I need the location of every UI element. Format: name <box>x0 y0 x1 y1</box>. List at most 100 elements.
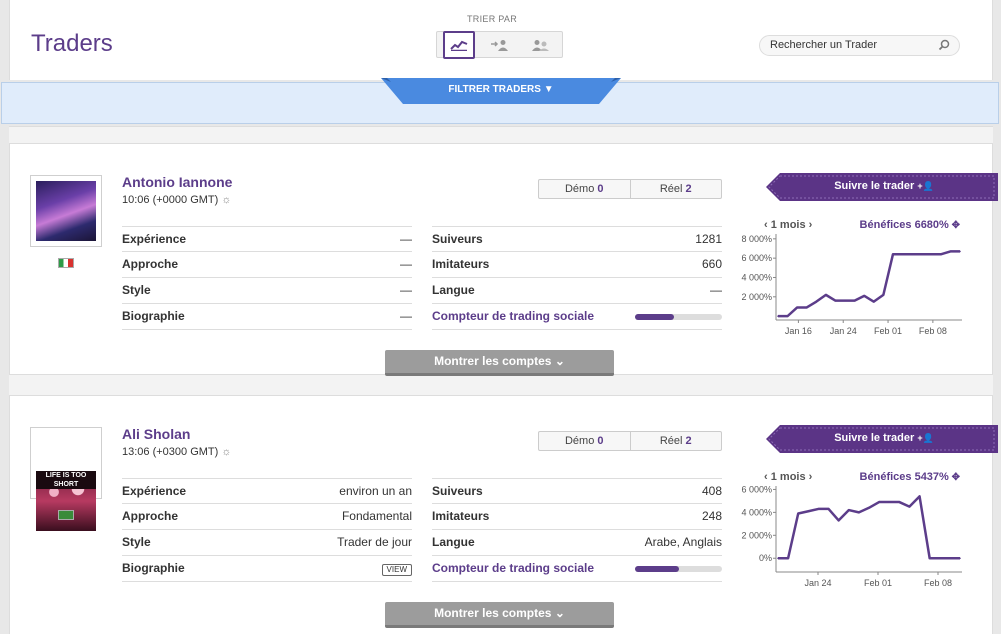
profit-point <box>911 253 913 256</box>
profit-point <box>930 253 933 256</box>
real-count[interactable]: Réel 2 <box>659 183 692 195</box>
social-counter-link[interactable]: Compteur de trading sociale <box>432 561 595 575</box>
view-bio-button[interactable]: VIEW <box>381 556 412 581</box>
approach-row: Approche Fondamental <box>122 504 412 530</box>
accounts-summary: Démo 0 Réel 2 <box>538 179 722 199</box>
sort-by-copiers-button[interactable] <box>524 31 556 59</box>
filter-tab[interactable] <box>381 78 621 104</box>
profit-point <box>825 294 827 296</box>
sort-by-performance-button[interactable] <box>443 31 475 59</box>
follow-label: Suivre le trader <box>834 180 918 192</box>
saudi-flag <box>58 510 74 520</box>
copiers-icon <box>532 40 549 51</box>
sun-icon: ☼ <box>218 446 232 458</box>
experience-row: Expérience — <box>122 226 412 252</box>
period-label: 1 mois <box>770 219 806 231</box>
profit-point <box>805 306 808 309</box>
time-text: 10:06 (+0000 GMT) <box>122 194 219 206</box>
follow-trader-button[interactable] <box>766 425 998 453</box>
avatar-caption: LIFE IS TOO SHORT <box>36 471 96 489</box>
row-value: Arabe, Anglais <box>644 535 722 549</box>
style-row: Style Trader de jour <box>122 530 412 556</box>
search-placeholder: Rechercher un Trader <box>770 39 877 51</box>
follow-button-label-wrap[interactable]: Suivre le trader +👤 <box>770 180 998 192</box>
profit-point <box>777 315 779 317</box>
x-tick-label: Feb 01 <box>864 578 892 588</box>
row-label: Expérience <box>122 484 187 498</box>
trader-name[interactable]: Antonio Iannone <box>122 174 233 190</box>
demo-count[interactable]: Démo 0 <box>539 180 631 198</box>
row-label: Biographie <box>122 309 185 323</box>
sun-icon: ☼ <box>218 194 232 206</box>
profit-point <box>844 299 846 302</box>
profit-point <box>858 511 860 514</box>
bio-row: Biographie VIEW <box>122 556 412 582</box>
x-tick-label: Jan 24 <box>804 578 831 588</box>
chevron-left-icon[interactable]: ‹ <box>764 471 771 483</box>
chevron-right-icon[interactable]: › <box>805 219 813 231</box>
demo-count[interactable]: Démo 0 <box>539 432 631 450</box>
profit-point <box>938 557 941 560</box>
page-title: Traders <box>31 30 113 57</box>
row-label: Style <box>122 283 151 297</box>
social-counter-link[interactable]: Compteur de trading sociale <box>432 309 595 323</box>
followers-icon <box>491 40 508 51</box>
profit-point <box>878 501 880 503</box>
funnel-icon: ▼ <box>543 84 554 95</box>
profit-point <box>892 253 894 256</box>
copiers-row: Imitateurs 248 <box>432 504 722 530</box>
follow-button-label-wrap[interactable]: Suivre le trader +👤 <box>770 432 998 444</box>
expand-icon[interactable]: ✥ <box>948 220 960 231</box>
y-tick-label: 6 000% <box>741 253 772 263</box>
time-text: 13:06 (+0300 GMT) <box>122 446 219 458</box>
profit-chart: 0% 2 000% 4 000% 6 000% Jan 24 Feb 01 Feb 08 <box>741 486 962 588</box>
row-label: Imitateurs <box>432 509 490 523</box>
sort-by-followers-button[interactable] <box>484 31 516 59</box>
profit-point <box>797 512 800 515</box>
profit-point <box>888 501 891 503</box>
profit-label[interactable]: Bénéfices 6680% ✥ <box>860 219 960 231</box>
show-accounts-button[interactable]: Montrer les comptes ⌄ <box>385 602 614 628</box>
profit-point <box>815 300 818 303</box>
follow-trader-button[interactable] <box>766 173 998 201</box>
profit-point <box>898 501 901 503</box>
social-progress-bar <box>635 566 722 572</box>
chevron-right-icon[interactable]: › <box>805 471 813 483</box>
x-tick-label: Feb 08 <box>924 578 952 588</box>
y-tick-label: 2 000% <box>741 292 772 302</box>
profit-point <box>918 495 921 498</box>
profit-label[interactable]: Bénéfices 5437% ✥ <box>860 471 960 483</box>
chevron-left-icon[interactable]: ‹ <box>764 219 771 231</box>
profit-value: Bénéfices 5437% <box>859 471 949 483</box>
row-value: 660 <box>701 257 722 271</box>
row-label: Approche <box>122 257 179 271</box>
add-user-icon: +👤 <box>917 433 934 443</box>
avatar[interactable]: LIFE IS TOO SHORT <box>30 427 102 531</box>
search-input[interactable]: Rechercher un Trader <box>759 35 960 56</box>
profit-point <box>872 300 875 303</box>
filter-traders-button[interactable]: FILTRER TRADERS ▼ <box>381 84 621 95</box>
period-selector[interactable]: ‹ 1 mois › <box>764 219 812 231</box>
row-value: — <box>710 283 722 297</box>
trader-name[interactable]: Ali Sholan <box>122 426 191 442</box>
period-selector[interactable]: ‹ 1 mois › <box>764 471 812 483</box>
profit-series-line <box>778 495 960 560</box>
real-count[interactable]: Réel 2 <box>659 435 692 447</box>
search-icon[interactable] <box>938 39 950 51</box>
profit-point <box>777 557 779 560</box>
row-value: Trader de jour <box>337 535 412 549</box>
language-row: Langue — <box>432 278 722 304</box>
trader-local-time: 10:06 (+0000 GMT) ☼ <box>122 194 231 206</box>
avatar[interactable] <box>30 175 102 247</box>
sort-toggle-group <box>436 31 563 59</box>
x-tick-label: Jan 24 <box>830 326 857 336</box>
row-value: environ un an <box>339 484 412 498</box>
add-user-icon: +👤 <box>917 181 934 191</box>
profit-point <box>807 510 810 513</box>
show-accounts-button[interactable]: Montrer les comptes ⌄ <box>385 350 614 376</box>
row-label: Suiveurs <box>432 484 483 498</box>
expand-icon[interactable]: ✥ <box>948 472 960 483</box>
chevron-down-icon: ⌄ <box>554 354 565 368</box>
experience-row: Expérience environ un an <box>122 478 412 504</box>
y-tick-label: 0% <box>759 553 772 563</box>
